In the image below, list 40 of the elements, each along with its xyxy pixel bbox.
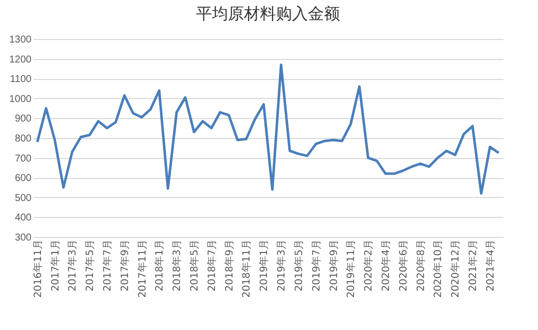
y-tick-label: 1100: [10, 74, 32, 86]
x-tick-label: 2019年9月: [328, 240, 340, 292]
x-tick-label: 2018年5月: [188, 240, 201, 292]
x-tick-label: 2018年1月: [154, 240, 166, 292]
y-tick-label: 300: [14, 232, 32, 244]
x-tick-label: 2021年4月: [484, 240, 496, 292]
x-tick-label: 2021年2月: [467, 240, 480, 292]
x-tick-label: 2020年4月: [380, 240, 392, 292]
y-tick-label: 800: [14, 134, 32, 144]
x-tick-label: 2019年1月: [258, 240, 270, 292]
x-tick-label: 2020年10月: [432, 240, 444, 298]
y-tick-label: 1200: [9, 54, 32, 66]
y-tick-label: 700: [14, 153, 32, 164]
x-tick-label: 2017年1月: [49, 240, 62, 292]
chart-title: 平均原材料购入金额: [196, 4, 340, 23]
y-tick-label: 600: [14, 173, 32, 184]
x-tick-label: 2018年9月: [223, 240, 236, 292]
x-tick-label: 2017年3月: [66, 240, 79, 292]
y-tick-label: 400: [14, 212, 32, 224]
x-tick-label: 2017年7月: [101, 240, 114, 292]
x-tick-label: 2018年3月: [171, 240, 184, 292]
y-tick-label: 1300: [9, 34, 32, 46]
x-tick-label: 2016年11月: [32, 240, 44, 298]
x-tick-label: 2019年11月: [345, 240, 358, 298]
x-tick-label: 2019年5月: [292, 240, 305, 292]
x-tick-label: 2019年3月: [276, 240, 288, 292]
x-tick-label: 2020年12月: [450, 240, 462, 298]
x-tick-label: 2017年11月: [136, 240, 148, 298]
x-tick-label: 2020年6月: [397, 240, 410, 292]
x-tick-label: 2019年7月: [310, 240, 322, 292]
y-tick-label: 900: [14, 114, 32, 125]
x-tick-label: 2018年11月: [240, 240, 253, 298]
x-tick-label: 2017年9月: [118, 240, 131, 292]
x-tick-label: 2017年5月: [84, 240, 96, 292]
y-tick-label: 1000: [9, 94, 32, 105]
line-series: [36, 63, 500, 195]
x-tick-label: 2018年7月: [206, 240, 218, 292]
x-tick-label: 2020年2月: [362, 240, 375, 292]
y-tick-label: 500: [14, 192, 32, 204]
x-tick-label: 2020年8月: [414, 240, 427, 292]
